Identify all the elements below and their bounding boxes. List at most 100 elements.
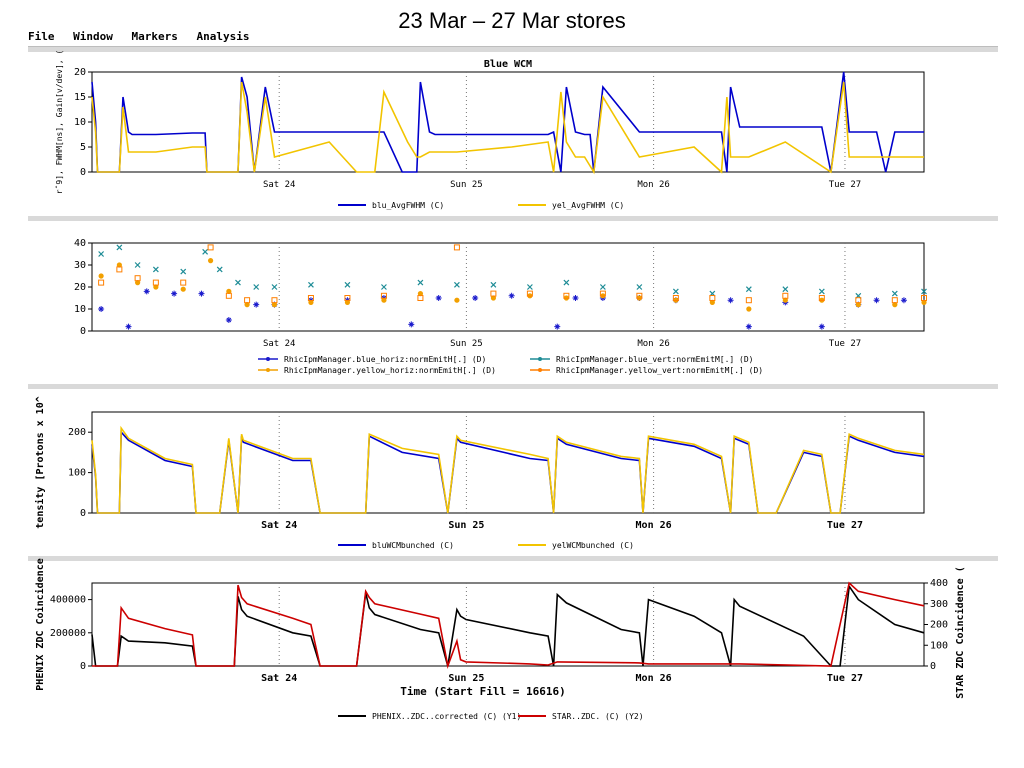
series-line-1 xyxy=(91,584,925,667)
data-point xyxy=(207,258,214,264)
data-point xyxy=(891,290,898,297)
data-point xyxy=(180,268,187,275)
data-point xyxy=(271,284,278,290)
data-point xyxy=(207,244,214,251)
data-point xyxy=(599,284,606,290)
data-point xyxy=(143,288,150,295)
data-point xyxy=(921,288,927,295)
data-point xyxy=(271,302,278,308)
x-tick-label: Tue 27 xyxy=(827,520,863,531)
x-tick-label: Sat 24 xyxy=(263,180,296,190)
data-point xyxy=(202,248,209,255)
data-point xyxy=(308,299,314,305)
y-tick-label: 40 xyxy=(74,238,86,249)
legend-entry: yel_AvgFWHM (C) xyxy=(552,201,624,210)
data-point xyxy=(672,288,679,295)
y-axis-label: rˆ9], FWHM[ns], Gain[v/dev], ( xyxy=(54,50,64,195)
data-point xyxy=(98,279,105,286)
legend-entry: bluWCMbunched (C) xyxy=(372,541,454,550)
data-point xyxy=(782,286,789,293)
legend-entry: blu_AvgFWHM (C) xyxy=(372,201,444,210)
plot-title: Blue WCM xyxy=(484,59,532,70)
x-tick-label: Sat 24 xyxy=(261,673,297,684)
x-tick-label: Mon 26 xyxy=(636,673,672,684)
data-point xyxy=(454,297,460,303)
x-tick-label: Sat 24 xyxy=(261,520,297,531)
y-tick-label: 0 xyxy=(80,508,86,519)
plot-frame-1 xyxy=(91,71,925,173)
y-tick-label: 200 xyxy=(68,427,86,438)
data-point xyxy=(782,292,789,299)
data-point xyxy=(152,279,159,286)
y2-tick-label: 300 xyxy=(930,599,948,610)
legend-marker xyxy=(538,357,542,361)
data-point xyxy=(636,284,643,290)
plot-frame-4 xyxy=(91,582,925,667)
legend-marker xyxy=(266,368,270,372)
data-point xyxy=(344,295,351,301)
menu-bar: File Window Markers Analysis xyxy=(28,30,998,47)
data-point xyxy=(216,266,223,273)
y-tick-label: 400000 xyxy=(50,595,86,606)
data-point xyxy=(745,297,752,304)
legend-entry: RhicIpmManager.yellow_vert:normEmitM[.] … xyxy=(556,366,763,375)
data-point xyxy=(417,291,424,297)
y-axis-label: PHENIX ZDC Coincidence xyxy=(34,558,46,690)
plot-frame-2 xyxy=(91,242,925,332)
data-point xyxy=(782,297,788,303)
data-point xyxy=(308,281,314,288)
x-tick-label: Tue 27 xyxy=(827,673,863,684)
data-point xyxy=(873,297,880,304)
data-point xyxy=(116,266,123,273)
data-point xyxy=(344,281,351,288)
series-line-2 xyxy=(91,81,924,175)
data-point xyxy=(253,301,260,308)
data-point xyxy=(563,279,570,286)
data-point xyxy=(171,290,178,297)
legend-entry: RhicIpmManager.blue_horiz:normEmitH[.] (… xyxy=(284,355,486,364)
y-tick-label: 0 xyxy=(80,167,86,178)
plot-frame-3 xyxy=(91,411,925,514)
menu-analysis[interactable]: Analysis xyxy=(196,30,250,43)
page-title: 23 Mar – 27 Mar stores xyxy=(398,8,626,33)
menu-window[interactable]: Window xyxy=(73,30,113,43)
y-tick-label: 200000 xyxy=(50,628,86,639)
y-tick-label: 5 xyxy=(80,142,86,153)
data-point xyxy=(526,284,533,290)
data-point xyxy=(490,295,497,301)
data-point xyxy=(572,295,579,301)
data-point xyxy=(892,302,898,308)
data-point xyxy=(599,290,606,297)
data-point xyxy=(746,306,752,312)
data-point xyxy=(125,323,132,330)
data-point xyxy=(235,279,241,286)
menu-file[interactable]: File xyxy=(28,30,55,43)
data-point xyxy=(900,297,907,304)
data-point xyxy=(135,280,141,286)
y2-tick-label: 400 xyxy=(930,578,948,589)
data-point xyxy=(180,286,186,292)
data-point xyxy=(435,295,442,301)
panel-separator-2 xyxy=(28,216,998,221)
data-point xyxy=(526,290,533,297)
legend-entry: PHENIX..ZDC..corrected (C) (Y1) xyxy=(372,712,521,721)
data-point xyxy=(508,292,515,299)
x-tick-label: Sat 24 xyxy=(263,339,296,349)
x-tick-label: Sun 25 xyxy=(450,180,483,190)
legend-marker xyxy=(266,357,270,361)
data-point xyxy=(180,279,187,286)
data-point xyxy=(709,299,715,305)
data-point xyxy=(453,281,460,288)
data-point xyxy=(709,295,716,301)
y-tick-label: 15 xyxy=(74,92,86,103)
data-point xyxy=(490,281,497,288)
data-point xyxy=(244,302,250,308)
y-tick-label: 20 xyxy=(74,282,86,293)
panel-separator-4 xyxy=(28,556,998,561)
data-point xyxy=(153,284,159,290)
x-tick-label: Mon 26 xyxy=(637,180,670,190)
data-point xyxy=(921,295,927,301)
x-axis-label: Time (Start Fill = 16616) xyxy=(400,685,566,698)
menu-markers[interactable]: Markers xyxy=(131,30,178,43)
data-point xyxy=(921,299,927,305)
